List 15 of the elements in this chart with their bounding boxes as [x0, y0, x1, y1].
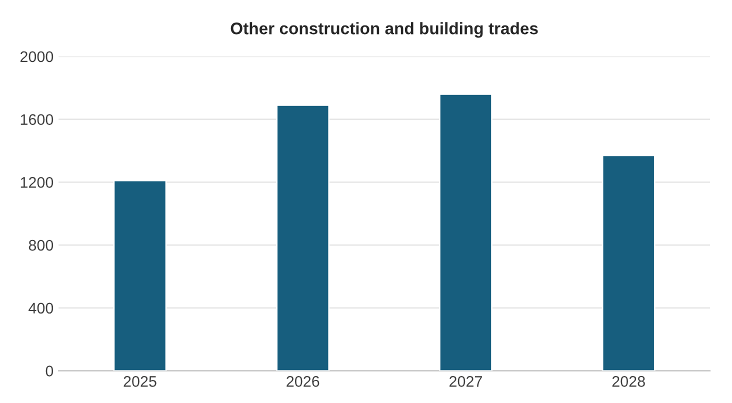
x-tick-label: 2025 [124, 376, 156, 387]
x-tick-label: 2026 [286, 376, 320, 387]
y-tick-label: 0 [46, 366, 54, 376]
bar [602, 154, 656, 371]
y-tick-label: 2000 [20, 51, 54, 62]
bar [438, 93, 492, 371]
y-tick-label: 400 [28, 302, 54, 314]
y-tick-label: 1600 [20, 114, 54, 125]
bar [113, 180, 167, 371]
y-tick-label: 800 [28, 240, 54, 251]
x-tick-label: 2028 [612, 376, 645, 387]
bar [276, 104, 330, 371]
x-tick-label: 2027 [450, 376, 482, 387]
chart-title: Other construction and building trades [230, 22, 538, 38]
y-tick-label: 1200 [20, 177, 54, 188]
